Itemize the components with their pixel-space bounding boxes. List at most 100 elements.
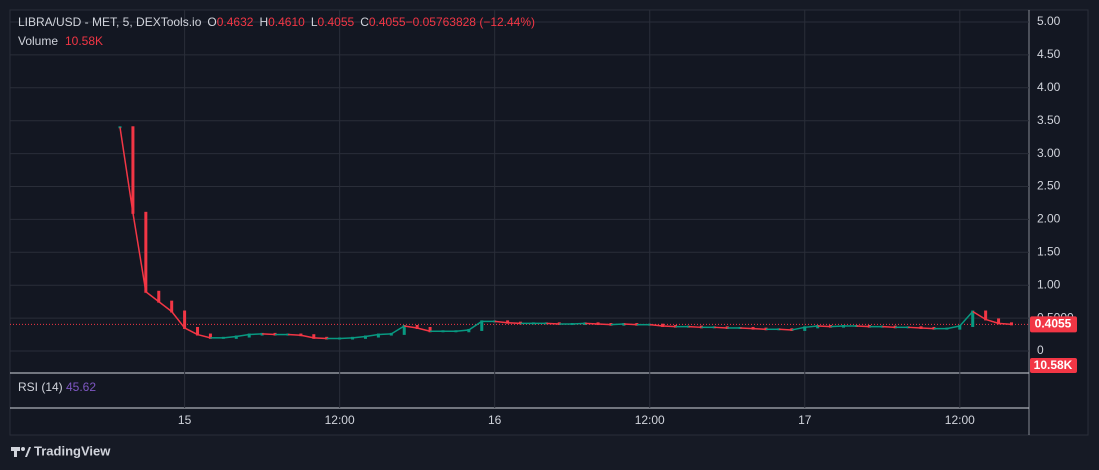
price-segment [390, 325, 405, 335]
price-segment [946, 325, 960, 330]
brand: TradingView [34, 443, 111, 458]
price-segment [649, 323, 663, 327]
legend-item: 0.4055 [318, 15, 355, 29]
y-tick-label: 2.50 [1037, 179, 1061, 193]
price-segment [313, 337, 327, 340]
price-candle [506, 320, 510, 324]
price-segment [468, 320, 483, 331]
price-segment [778, 328, 792, 331]
x-tick-label: 15 [178, 413, 192, 427]
price-candle [971, 310, 975, 327]
x-tick-label: 16 [488, 413, 502, 427]
legend-item: LIBRA/USD - MET, 5, DEXTools.io [18, 15, 202, 29]
price-candle [919, 326, 923, 329]
price-segment [985, 318, 999, 325]
price-segment [197, 333, 211, 339]
volume-value: 10.58K [65, 34, 103, 48]
price-candle [351, 336, 355, 340]
price-segment [882, 325, 896, 329]
price-candle [376, 333, 380, 338]
price-segment [507, 321, 521, 325]
legend-item: L [311, 15, 318, 29]
price-segment [817, 325, 831, 328]
price-segment [119, 127, 134, 213]
price-candle [751, 326, 755, 330]
price-candle [247, 333, 251, 338]
price-segment [585, 322, 599, 325]
price-segment [959, 311, 974, 327]
x-tick-label: 12:00 [945, 413, 975, 427]
price-candle [363, 335, 367, 339]
price-candle [661, 323, 665, 327]
price-candle [389, 332, 393, 336]
price-candle [958, 324, 962, 330]
rsi-label: RSI (14) [18, 380, 63, 394]
price-segment [610, 323, 624, 326]
volume-badge [1030, 358, 1077, 373]
price-segment [830, 325, 844, 328]
price-candle [415, 324, 419, 329]
price-segment [352, 335, 366, 339]
price-segment [145, 291, 160, 303]
price-candle [596, 322, 600, 326]
brand-logo [11, 447, 31, 457]
legend-item: C [360, 15, 369, 29]
price-segment [404, 325, 418, 329]
legend-item: 0.4055 [369, 15, 406, 29]
volume-badge-text: 10.58K [1034, 358, 1073, 372]
price-segment [662, 325, 676, 328]
price-candle [467, 328, 471, 333]
price-segment [455, 329, 469, 333]
y-tick-label: 5.00 [1037, 14, 1061, 28]
price-segment [378, 333, 392, 336]
price-segment [132, 212, 147, 292]
volume-label: Volume [18, 34, 58, 48]
grid [10, 10, 1029, 408]
price-segment [158, 301, 173, 313]
price-candle [997, 318, 1001, 325]
price-segment [249, 333, 263, 336]
price-candle [183, 310, 187, 329]
y-tick-label: 4.00 [1037, 80, 1061, 94]
y-tick-label: 4.50 [1037, 47, 1061, 61]
price-segment [688, 325, 702, 329]
price-segment [921, 327, 934, 330]
price-segment [598, 323, 611, 326]
price-candle [131, 126, 135, 214]
x-tick-label: 12:00 [635, 413, 665, 427]
price-segment [365, 333, 379, 338]
price-segment [740, 327, 754, 330]
y-tick-label: 1.00 [1037, 277, 1061, 291]
y-tick-label: 0 [1037, 343, 1044, 357]
price-segment [972, 310, 987, 321]
price-candle [234, 335, 238, 339]
price-segment [171, 311, 186, 329]
y-tick-label: 3.00 [1037, 146, 1061, 160]
price-segment [753, 327, 767, 331]
price-segment [804, 325, 818, 329]
price-segment [494, 320, 508, 324]
price-segment [908, 326, 922, 329]
y-tick-label: 2.00 [1037, 212, 1061, 226]
price-segment [572, 322, 586, 325]
price-candle [312, 334, 316, 339]
price-candle [428, 326, 432, 333]
legend-item: 0.4632 [217, 15, 254, 29]
marks [10, 126, 1029, 340]
price-segment [236, 333, 250, 338]
y-tick-label: 3.50 [1037, 113, 1061, 127]
price-segment [184, 327, 198, 336]
price-segment [287, 333, 301, 336]
price-segment [714, 326, 728, 329]
price-segment [856, 325, 870, 328]
price-segment [339, 337, 353, 340]
price-candle [803, 326, 807, 331]
x-tick-label: 17 [798, 413, 812, 427]
price-segment [623, 323, 637, 326]
price-segment [300, 334, 314, 339]
price-segment [223, 335, 237, 339]
panel [9, 9, 1089, 436]
legend-item: H [259, 15, 268, 29]
price-candle [170, 300, 174, 313]
